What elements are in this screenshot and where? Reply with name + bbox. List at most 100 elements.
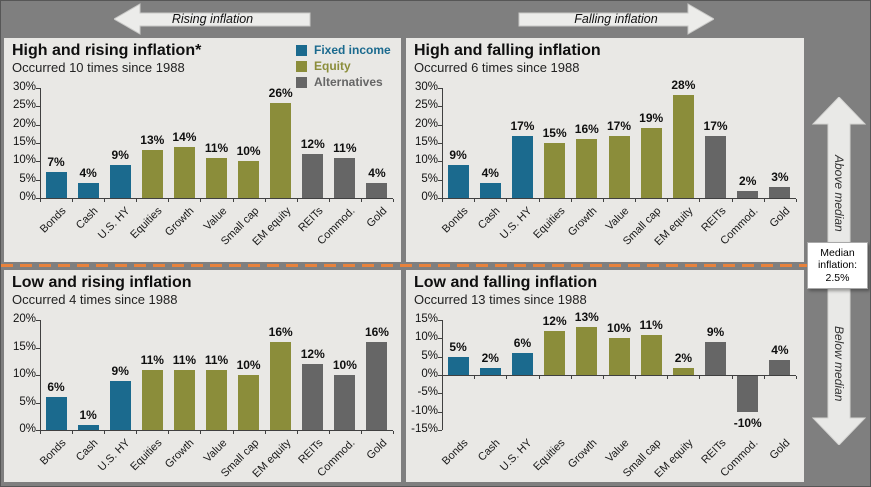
x-axis-line <box>442 198 796 199</box>
bar-EM equity <box>672 95 694 198</box>
bar-Value <box>206 157 227 198</box>
x-tick-mark <box>200 199 202 202</box>
bar-Cash <box>479 367 501 375</box>
x-tick-mark <box>328 431 330 434</box>
y-tick-label: 15% <box>12 136 36 148</box>
legend-item-equity: Equity <box>296 60 391 73</box>
bar-value-label: 11% <box>172 352 197 367</box>
x-tick-mark <box>538 199 540 202</box>
y-tick-label: 20% <box>414 117 438 130</box>
below-median-label: Below median <box>832 326 846 402</box>
panel-title: Low and rising inflation <box>12 274 192 291</box>
x-tick-mark <box>296 431 298 434</box>
bar-value-label: 26% <box>268 85 293 100</box>
bar-value-label: 11% <box>333 140 357 155</box>
x-tick-mark <box>796 199 797 202</box>
y-tick-mark <box>36 88 40 89</box>
bar-value-label: 2% <box>481 350 499 365</box>
bar-Gold <box>769 187 791 198</box>
y-axis-line <box>442 88 443 198</box>
x-tick-mark <box>393 431 394 434</box>
median-line-2: inflation: <box>817 259 858 272</box>
x-tick-mark <box>360 431 362 434</box>
bar-REITs <box>705 135 727 198</box>
x-tick-mark <box>699 376 701 379</box>
rising-inflation-label: Rising inflation <box>171 12 254 26</box>
y-tick-mark <box>438 411 442 413</box>
bar-Equities <box>141 150 163 198</box>
legend-label: Fixed income <box>314 43 391 57</box>
bar-REITs <box>705 342 727 375</box>
x-tick-mark <box>506 376 508 379</box>
bar-value-label: 15% <box>542 126 567 140</box>
median-divider-line <box>1 264 809 267</box>
y-tick-mark <box>36 430 40 431</box>
y-tick-label: 15% <box>414 136 438 148</box>
above-median-label: Above median <box>832 154 846 232</box>
x-tick-mark <box>667 199 669 202</box>
bar-value-label: 10% <box>236 144 261 159</box>
y-axis-line <box>40 88 41 198</box>
y-tick-label: 0% <box>421 191 438 203</box>
y-tick-mark <box>36 198 40 199</box>
bar-Cash <box>77 183 99 198</box>
bar-value-label: 11% <box>204 140 229 155</box>
bar-value-label: 16% <box>574 122 599 137</box>
y-tick-label: 25% <box>414 99 438 112</box>
x-tick-mark <box>667 376 669 379</box>
y-tick-mark <box>36 320 40 321</box>
bar-chart-high-falling: 30% 25% 20% 15% 10% 5% 0% 9% Bonds 4% Cash 17% U.S. … <box>406 76 804 258</box>
y-tick-label: 5% <box>421 349 438 362</box>
y-tick-mark <box>36 179 40 181</box>
x-tick-mark <box>506 199 508 202</box>
bar-Value <box>608 135 630 198</box>
bar-Growth <box>173 369 195 430</box>
x-tick-mark <box>731 376 733 379</box>
y-tick-mark <box>438 179 442 181</box>
x-tick-mark <box>200 431 202 434</box>
bar-U.S. HY <box>511 135 533 198</box>
equity-swatch-icon <box>296 61 307 72</box>
panel-subtitle: Occurred 10 times since 1988 <box>12 60 185 75</box>
legend-item-alternatives: Alternatives <box>296 76 391 89</box>
bar-Bonds <box>45 172 67 198</box>
x-tick-mark <box>731 199 733 202</box>
x-tick-mark <box>40 431 41 434</box>
bar-Small cap <box>238 161 260 198</box>
x-tick-mark <box>104 199 106 202</box>
x-tick-mark <box>442 199 443 202</box>
legend-label: Equity <box>314 59 351 73</box>
bar-Small cap <box>640 334 662 375</box>
alternatives-swatch-icon <box>296 77 307 88</box>
x-tick-mark <box>635 376 637 379</box>
x-tick-mark <box>328 199 330 202</box>
y-tick-label: 10% <box>12 368 36 380</box>
bar-value-label: 10% <box>332 358 357 372</box>
bar-value-label: 9% <box>706 325 725 339</box>
bar-U.S. HY <box>109 380 131 430</box>
bar-Cash <box>479 183 501 198</box>
y-tick-label: 20% <box>12 117 36 130</box>
bar-Value <box>206 369 227 430</box>
median-line-1: Median <box>820 246 855 259</box>
bar-Gold <box>366 183 388 198</box>
y-tick-label: 30% <box>414 81 438 93</box>
x-tick-mark <box>72 199 74 202</box>
y-tick-mark <box>438 320 442 321</box>
right-arrow-icon <box>518 3 714 35</box>
x-tick-mark <box>570 376 572 379</box>
bar-value-label: 16% <box>268 325 293 339</box>
y-tick-mark <box>438 88 442 89</box>
x-tick-mark <box>264 199 266 202</box>
x-tick-mark <box>360 199 362 202</box>
x-tick-mark <box>602 199 604 202</box>
y-tick-mark <box>438 393 442 395</box>
y-tick-label: 5% <box>19 395 36 408</box>
panel-high-falling: High and falling inflation Occurred 6 ti… <box>406 38 804 262</box>
bar-value-label: 12% <box>542 314 567 328</box>
x-tick-mark <box>442 376 443 379</box>
bar-value-label: 9% <box>111 363 129 378</box>
bar-value-label: 28% <box>671 78 696 93</box>
bar-value-label: 4% <box>771 343 789 358</box>
y-tick-label: -5% <box>417 386 438 399</box>
